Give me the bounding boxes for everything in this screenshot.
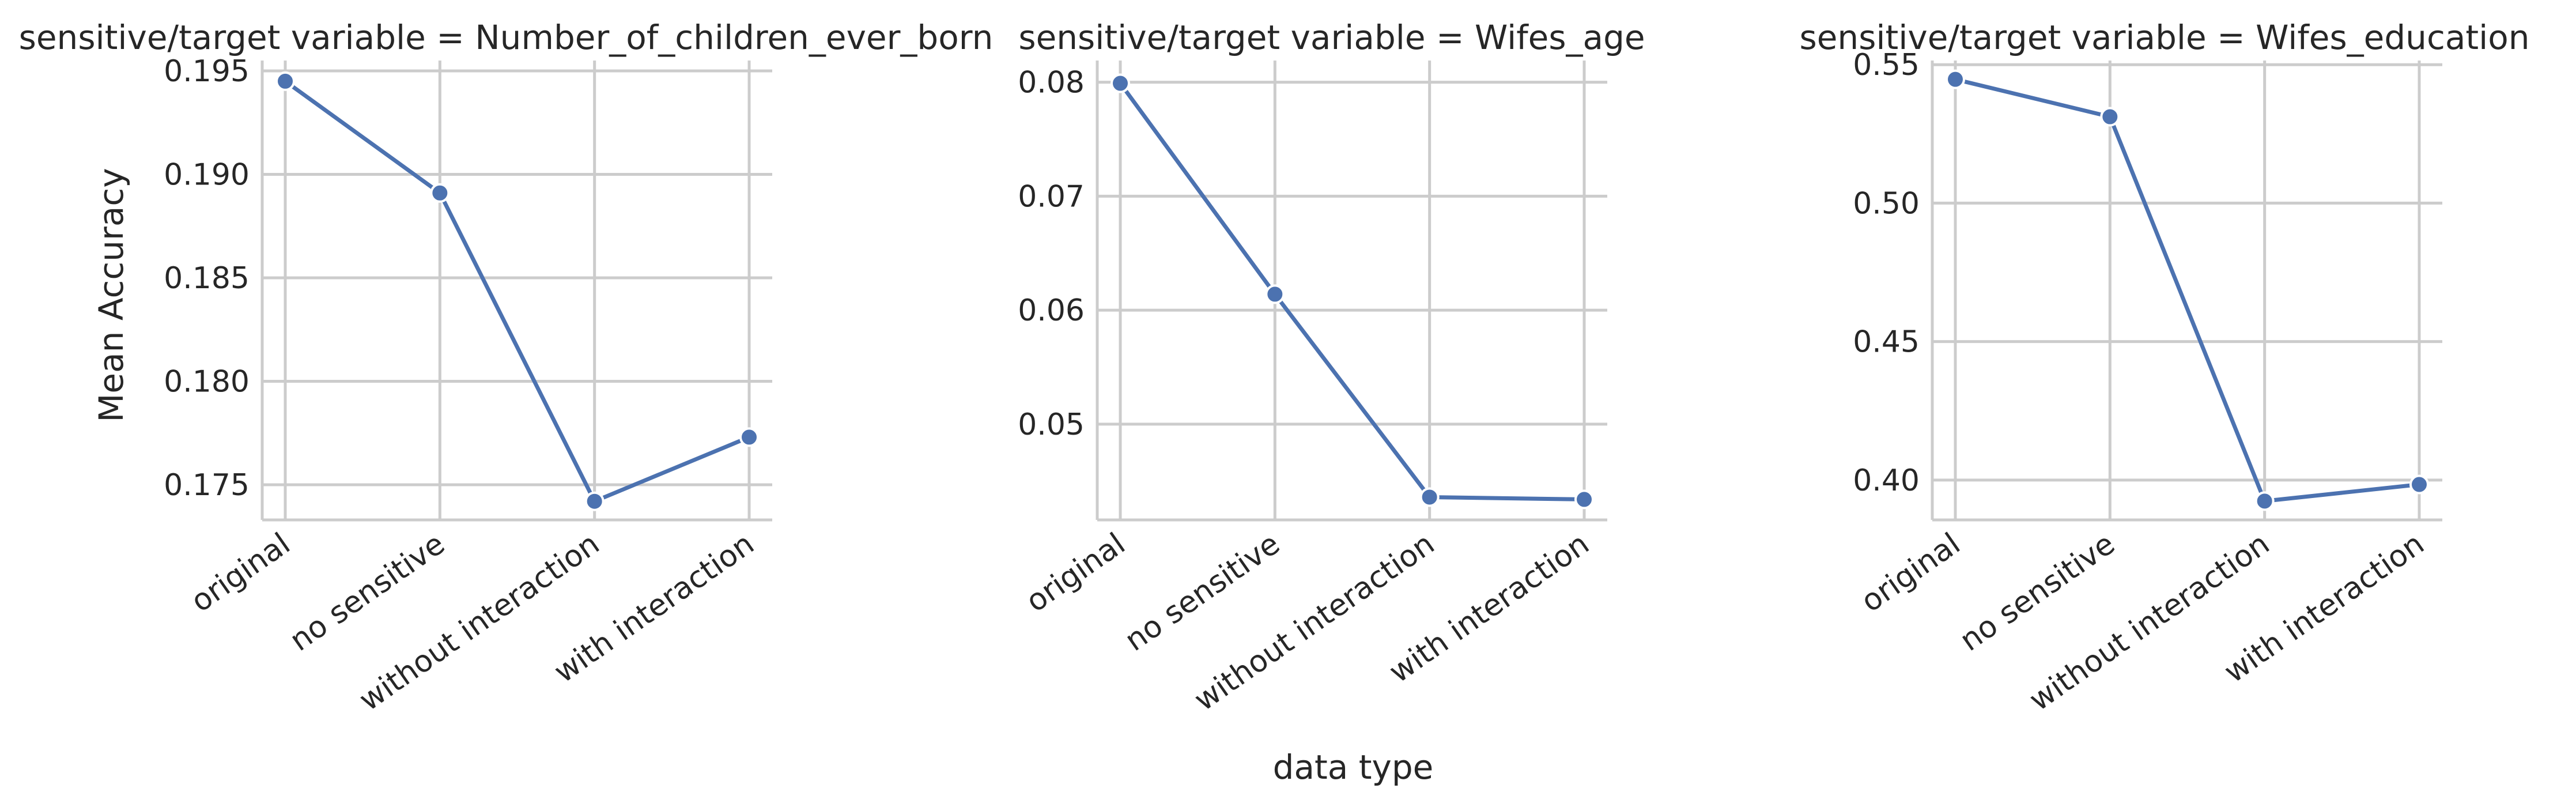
y-tick-label: 0.06: [1018, 293, 1085, 328]
series-line: [284, 80, 750, 504]
data-point: [584, 491, 605, 511]
data-point: [1111, 73, 1130, 93]
panel-title: sensitive/target variable = Wifes_educat…: [1800, 18, 2530, 57]
x-axis-label: data type: [1273, 748, 1434, 787]
data-point: [430, 183, 450, 203]
y-tick-label: 0.40: [1853, 463, 1920, 498]
data-point: [739, 427, 759, 447]
y-tick-label: 0.180: [164, 364, 250, 399]
y-tick-label: 0.175: [164, 468, 250, 503]
y-tick-label: 0.190: [164, 157, 250, 192]
series-line: [1119, 82, 1585, 501]
y-tick-label: 0.55: [1853, 48, 1920, 82]
y-tick-label: 0.195: [164, 54, 250, 89]
y-axis-label: Mean Accuracy: [92, 168, 131, 422]
data-point: [1419, 487, 1440, 507]
y-tick-label: 0.07: [1018, 179, 1085, 214]
y-tick-label: 0.08: [1018, 66, 1085, 100]
x-tick-label: original: [185, 526, 297, 619]
data-point: [2409, 474, 2429, 495]
y-tick-label: 0.185: [164, 261, 250, 296]
data-point: [2254, 491, 2275, 511]
data-point: [1265, 284, 1285, 304]
y-tick-label: 0.45: [1853, 325, 1920, 360]
x-tick-label: original: [1855, 526, 1967, 619]
data-point: [2100, 107, 2120, 127]
series-line: [1955, 77, 2420, 503]
y-tick-label: 0.50: [1853, 186, 1920, 221]
panel-title: sensitive/target variable = Number_of_ch…: [19, 18, 994, 57]
panel-title: sensitive/target variable = Wifes_age: [1018, 18, 1645, 57]
data-point: [1946, 69, 1965, 89]
y-tick-label: 0.05: [1018, 408, 1085, 442]
x-tick-label: original: [1020, 526, 1132, 619]
data-point: [1574, 489, 1594, 510]
data-point: [275, 71, 295, 91]
